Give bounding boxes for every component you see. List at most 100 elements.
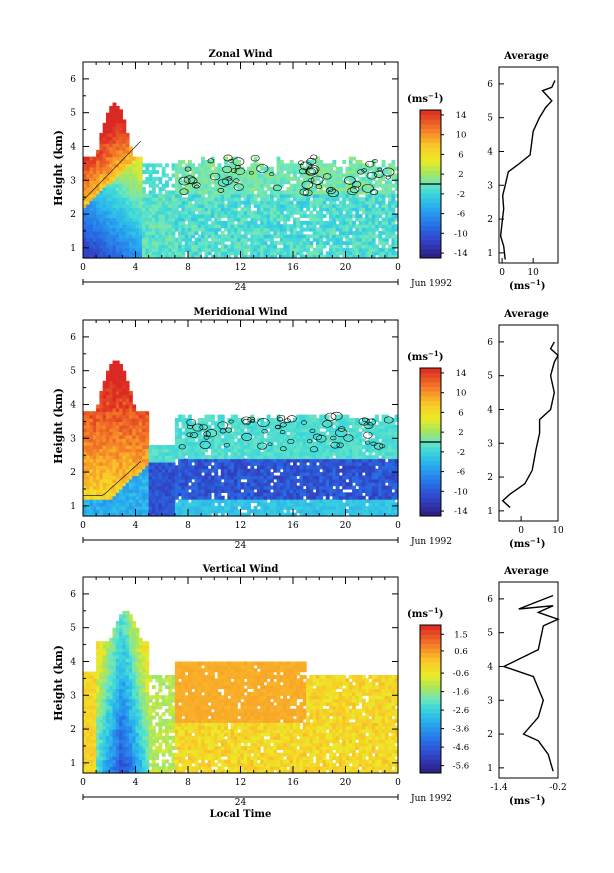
heatmap-cell bbox=[312, 455, 317, 460]
heatmap-cell bbox=[276, 465, 281, 470]
heatmap-cell bbox=[122, 146, 127, 151]
contour-loop bbox=[226, 176, 233, 181]
heatmap-cell bbox=[243, 183, 248, 188]
heatmap-cell bbox=[151, 193, 156, 198]
heatmap-cell bbox=[128, 448, 133, 453]
heatmap-cell bbox=[171, 251, 176, 256]
heatmap-cell bbox=[375, 170, 379, 175]
heatmap-cell bbox=[178, 431, 183, 436]
heatmap-cell bbox=[381, 244, 386, 249]
heatmap-cell bbox=[191, 495, 196, 500]
heatmap-cell bbox=[299, 441, 304, 446]
heatmap-cell bbox=[338, 207, 343, 212]
heatmap-cell bbox=[112, 180, 117, 185]
heatmap-cell bbox=[86, 502, 91, 507]
heatmap-cell bbox=[253, 495, 258, 500]
heatmap-cell bbox=[243, 448, 248, 453]
heatmap-cell bbox=[250, 445, 255, 450]
heatmap-cell bbox=[394, 173, 399, 178]
heatmap-cell bbox=[368, 197, 373, 202]
heatmap-cell bbox=[388, 227, 393, 232]
heatmap-cell bbox=[306, 251, 311, 256]
colorbar-swatch bbox=[420, 147, 441, 153]
heatmap-cell bbox=[214, 512, 219, 517]
heatmap-cell bbox=[217, 465, 222, 470]
heatmap-cell bbox=[217, 455, 222, 460]
heatmap-cell bbox=[83, 203, 87, 208]
heatmap-cell bbox=[227, 193, 232, 198]
heatmap-cell bbox=[338, 190, 343, 195]
heatmap-cell bbox=[145, 210, 150, 215]
heatmap-cell bbox=[230, 505, 235, 510]
heatmap-cell bbox=[309, 187, 314, 192]
heatmap-cell bbox=[332, 180, 337, 185]
heatmap-cell bbox=[197, 475, 202, 480]
heatmap-cell bbox=[361, 207, 366, 212]
heatmap-cell bbox=[227, 217, 232, 222]
heatmap-cell bbox=[384, 227, 389, 232]
heatmap-cell bbox=[92, 478, 97, 483]
heatmap-cell bbox=[342, 160, 347, 164]
heatmap-cell bbox=[119, 163, 123, 168]
heatmap-cell bbox=[230, 445, 235, 450]
heatmap-cell bbox=[184, 207, 189, 212]
heatmap-cell bbox=[210, 448, 215, 453]
heatmap-cell bbox=[289, 244, 294, 249]
heatmap-cell bbox=[283, 197, 288, 202]
heatmap-cell bbox=[83, 421, 87, 426]
heatmap-cell bbox=[293, 220, 297, 225]
heatmap-cell bbox=[260, 230, 265, 235]
heatmap-cell bbox=[115, 495, 120, 500]
heatmap-cell bbox=[253, 505, 258, 510]
contour-loop bbox=[207, 158, 215, 164]
heatmap-cell bbox=[256, 214, 261, 219]
heatmap-cell bbox=[237, 227, 242, 232]
heatmap-cell bbox=[178, 217, 183, 222]
heatmap-cell bbox=[122, 421, 127, 426]
heatmap-cell bbox=[227, 482, 232, 487]
heatmap-cell bbox=[142, 217, 146, 222]
heatmap-cell bbox=[276, 203, 281, 208]
heatmap-cell bbox=[122, 241, 127, 246]
heatmap-cell bbox=[312, 230, 317, 235]
heatmap-cell bbox=[342, 183, 347, 188]
heatmap-cell bbox=[102, 428, 107, 433]
heatmap-cell bbox=[368, 234, 373, 239]
heatmap-cell bbox=[135, 488, 140, 493]
heatmap-cell bbox=[233, 200, 238, 205]
heatmap-cell bbox=[92, 505, 97, 510]
heatmap-cell bbox=[312, 227, 317, 232]
heatmap-cell bbox=[158, 502, 163, 507]
heatmap-cell bbox=[358, 251, 363, 256]
heatmap-cell bbox=[345, 173, 350, 178]
heatmap-cell bbox=[256, 458, 261, 463]
heatmap-cell bbox=[325, 197, 330, 202]
heatmap-cell bbox=[191, 254, 196, 259]
heatmap-cell bbox=[309, 190, 314, 195]
heatmap-cell bbox=[83, 207, 87, 212]
heatmap-cell bbox=[260, 495, 265, 500]
heatmap-cell bbox=[132, 187, 137, 192]
heatmap-cell bbox=[102, 220, 107, 225]
heatmap-cell bbox=[181, 234, 186, 239]
heatmap-cell bbox=[230, 237, 235, 242]
heatmap-cell bbox=[217, 461, 222, 466]
heatmap-cell bbox=[207, 166, 212, 171]
contour-loop bbox=[326, 186, 336, 195]
heatmap-cell bbox=[204, 505, 209, 510]
heatmap-cell bbox=[332, 207, 337, 212]
heatmap-cell bbox=[204, 234, 209, 239]
heatmap-cell bbox=[207, 193, 212, 198]
heatmap-cell bbox=[122, 512, 127, 517]
heatmap-cell bbox=[237, 160, 242, 164]
heatmap-cell bbox=[102, 455, 107, 460]
heatmap-cell bbox=[289, 203, 294, 208]
heatmap-cell bbox=[168, 197, 173, 202]
heatmap-cell bbox=[89, 465, 94, 470]
heatmap-cell bbox=[322, 438, 327, 443]
heatmap-cell bbox=[181, 465, 186, 470]
heatmap-cell bbox=[365, 227, 370, 232]
heatmap-cell bbox=[112, 241, 117, 246]
heatmap-cell bbox=[115, 499, 120, 504]
heatmap-cell bbox=[109, 502, 114, 507]
